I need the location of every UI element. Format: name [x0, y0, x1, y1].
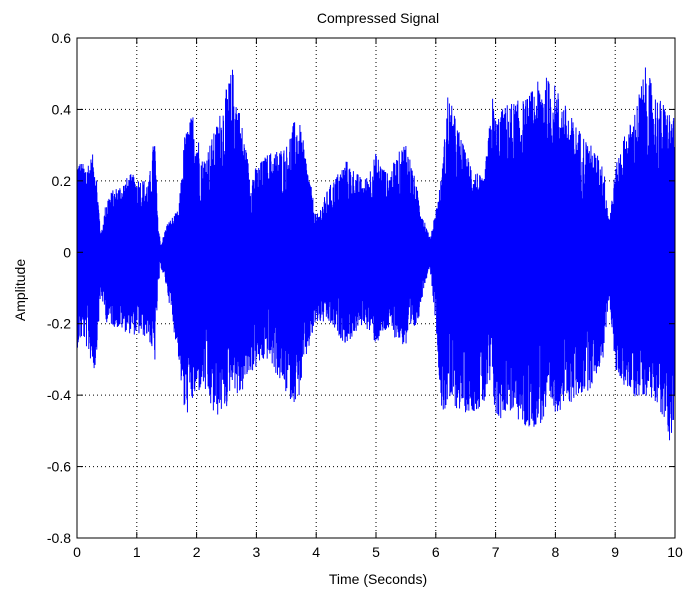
signal-series	[76, 67, 676, 441]
x-tick-label: 1	[133, 544, 141, 560]
x-tick-label: 0	[73, 544, 81, 560]
y-axis-label: Amplitude	[12, 259, 28, 321]
x-tick-label: 3	[253, 544, 261, 560]
y-tick-label: -0.2	[47, 316, 71, 332]
x-axis-label: Time (Seconds)	[329, 571, 427, 587]
y-tick-label: 0.2	[52, 173, 72, 189]
x-tick-label: 5	[372, 544, 380, 560]
y-tick-label: 0	[63, 244, 71, 260]
x-tick-label: 10	[667, 544, 683, 560]
tick-marks	[76, 37, 676, 539]
x-tick-label: 9	[611, 544, 619, 560]
grid-lines	[77, 38, 675, 538]
x-tick-label: 7	[492, 544, 500, 560]
x-tick-label: 6	[432, 544, 440, 560]
y-tick-labels: -0.8 -0.6 -0.4 -0.2 0 0.2 0.4 0.6	[47, 30, 71, 546]
x-tick-labels: 0 1 2 3 4 5 6 7 8 9 10	[73, 544, 683, 560]
y-tick-label: -0.4	[47, 387, 71, 403]
chart-title: Compressed Signal	[317, 10, 439, 26]
y-tick-label: -0.6	[47, 459, 71, 475]
x-tick-label: 2	[193, 544, 201, 560]
y-tick-label: 0.4	[52, 101, 72, 117]
x-tick-label: 4	[312, 544, 320, 560]
y-tick-label: -0.8	[47, 530, 71, 546]
x-tick-label: 8	[552, 544, 560, 560]
y-tick-label: 0.6	[52, 30, 72, 46]
signal-line	[76, 67, 676, 441]
